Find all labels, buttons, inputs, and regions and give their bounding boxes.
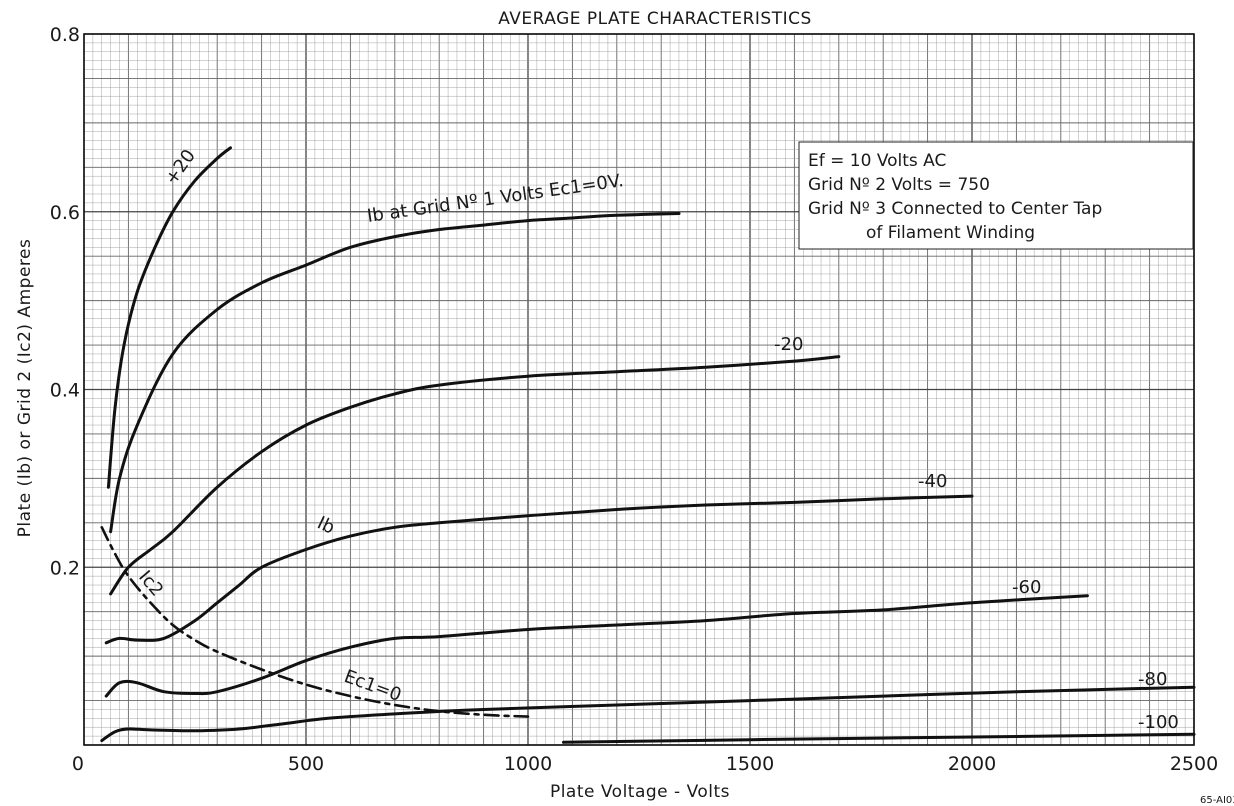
y-tick-label: 0.8 (50, 24, 80, 46)
series-line-7 (562, 732, 1196, 744)
condition-line-3: Grid Nº 3 Connected to Center Tap (808, 199, 1102, 219)
x-axis-title: Plate Voltage - Volts (550, 782, 730, 802)
x-tick-label: 1500 (726, 753, 774, 775)
x-tick-label: 2500 (1170, 753, 1218, 775)
series-line-4 (104, 494, 974, 645)
series-line-8 (100, 526, 530, 718)
chart-grid (83, 33, 1195, 746)
tick-labels: 0 500 1000 1500 2000 2500 0.2 0.4 0.6 0.8 (50, 24, 1218, 775)
label-minus40: -40 (918, 471, 947, 492)
series-line-6 (100, 685, 1196, 743)
corner-code: 65-AI03 (1200, 795, 1234, 806)
label-minus60: -60 (1012, 577, 1041, 598)
conditions-box: Ef = 10 Volts AC Grid Nº 2 Volts = 750 G… (798, 141, 1194, 250)
plot-border (83, 33, 1195, 746)
label-minus100: -100 (1138, 712, 1179, 733)
condition-line-4: of Filament Winding (866, 223, 1035, 243)
series-line-3 (109, 355, 841, 596)
x-tick-label: 2000 (948, 753, 996, 775)
x-tick-label: 500 (288, 753, 324, 775)
x-tick-label: 1000 (504, 753, 552, 775)
x-tick-label: 0 (72, 753, 84, 775)
series-line-2 (109, 212, 681, 534)
chart-title: AVERAGE PLATE CHARACTERISTICS (498, 9, 812, 29)
condition-line-2: Grid Nº 2 Volts = 750 (808, 175, 990, 195)
y-axis-title: Plate (Ib) or Grid 2 (Ic2) Amperes (15, 239, 35, 538)
series-line-5 (104, 594, 1089, 698)
y-tick-label: 0.4 (50, 380, 80, 402)
label-minus20: -20 (774, 334, 803, 355)
series-layer (100, 146, 1196, 744)
y-tick-label: 0.6 (50, 202, 80, 224)
condition-line-1: Ef = 10 Volts AC (808, 151, 946, 171)
series-line-1 (106, 146, 232, 489)
y-tick-label: 0.2 (50, 557, 80, 579)
label-minus80: -80 (1138, 669, 1167, 690)
